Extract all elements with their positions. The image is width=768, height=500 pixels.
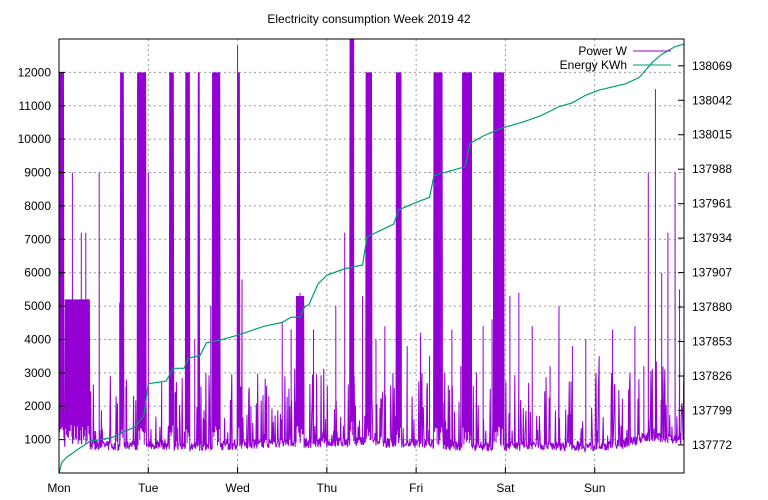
energy-series-path xyxy=(58,43,685,474)
x-tick-label: Wed xyxy=(225,481,249,495)
y-right-tick-label: 137880 xyxy=(692,300,732,314)
series-energy-line xyxy=(58,43,685,474)
y-left-tick-label: 3000 xyxy=(24,366,51,380)
y-left-tick-label: 11000 xyxy=(19,99,52,113)
y-right-tick-label: 137961 xyxy=(692,197,732,211)
legend-power-label: Power W xyxy=(578,44,627,58)
x-tick-label: Thu xyxy=(317,481,338,495)
y-left-tick-label: 8000 xyxy=(24,199,51,213)
y-axis-left: 1000 2000 3000 4000 5000 6000 7000 8000 9000 1000… xyxy=(18,65,65,447)
x-tick-label: Sun xyxy=(584,481,605,495)
y-right-tick-label: 137772 xyxy=(692,438,732,452)
y-left-tick-label: 9000 xyxy=(24,166,51,180)
y-right-tick-label: 137907 xyxy=(692,266,732,280)
plot-frame xyxy=(58,38,685,474)
y-right-tick-label: 138015 xyxy=(692,128,732,142)
y-right-tick-label: 137799 xyxy=(692,403,732,417)
y-right-tick-label: 138069 xyxy=(692,59,732,73)
y-right-tick-label: 138042 xyxy=(692,93,732,107)
legend-energy-label: Energy KWh xyxy=(560,58,627,72)
x-tick-label: Fri xyxy=(409,481,423,495)
y-left-tick-label: 7000 xyxy=(24,232,51,246)
x-tick-label: Mon xyxy=(47,481,70,495)
y-axis-right: 137772 137799 137826 137853 137880 137907 1379… xyxy=(678,59,732,452)
chart-legend: Power W Energy KWh xyxy=(560,44,671,72)
x-tick-label: Sat xyxy=(496,481,515,495)
y-left-tick-label: 1000 xyxy=(24,433,51,447)
x-tick-label: Tue xyxy=(138,481,159,495)
y-right-tick-label: 137934 xyxy=(692,231,732,245)
y-left-tick-label: 10000 xyxy=(18,132,52,146)
chart-title: Electricity consumption Week 2019 42 xyxy=(267,12,471,26)
y-left-tick-label: 12000 xyxy=(18,65,52,79)
y-left-tick-label: 6000 xyxy=(24,266,51,280)
y-right-tick-label: 137826 xyxy=(692,369,732,383)
x-axis: Mon Tue Wed Thu Fri Sat Sun xyxy=(47,467,605,495)
y-right-tick-label: 137853 xyxy=(692,335,732,349)
y-left-tick-label: 2000 xyxy=(24,399,51,413)
y-right-tick-label: 137988 xyxy=(692,162,732,176)
power-series-path xyxy=(58,38,685,453)
series-power-line xyxy=(58,38,685,453)
y-left-tick-label: 5000 xyxy=(24,299,51,313)
y-left-tick-label: 4000 xyxy=(24,332,51,346)
